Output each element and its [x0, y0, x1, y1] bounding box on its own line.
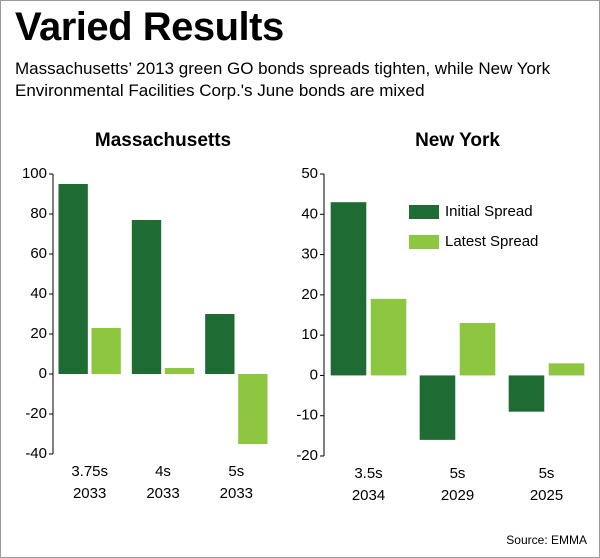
y-tick-label: 100 — [22, 165, 47, 182]
y-tick-label: 60 — [30, 245, 47, 262]
x-tick-line: 2025 — [530, 487, 563, 504]
x-tick-label: 5s 2033 — [220, 463, 253, 502]
legend-label: Latest Spread — [445, 233, 538, 250]
bar — [58, 184, 88, 374]
bar — [508, 375, 545, 412]
y-tick-label: 0 — [310, 366, 318, 383]
bar — [370, 298, 407, 376]
x-tick-line: 5s — [450, 465, 466, 482]
bar — [131, 220, 162, 374]
y-tick-label: 30 — [301, 246, 318, 263]
x-tick-line: 4s — [155, 463, 171, 480]
y-tick-label: -10 — [296, 407, 318, 424]
y-tick-label: -40 — [25, 445, 47, 462]
chart-title: New York — [415, 130, 500, 151]
x-tick-label: 4s 2033 — [146, 463, 179, 502]
x-tick-line: 2029 — [441, 487, 474, 504]
bar — [164, 368, 195, 374]
subtitle: Massachusetts’ 2013 green GO bonds sprea… — [15, 59, 551, 100]
y-tick-label: 50 — [301, 165, 318, 182]
y-tick-label: 40 — [301, 205, 318, 222]
x-tick-line: 2033 — [220, 485, 253, 502]
x-tick-line: 2033 — [73, 485, 106, 502]
x-tick-line: 5s — [539, 465, 555, 482]
bar — [459, 323, 496, 376]
x-tick-line: 2034 — [352, 487, 385, 504]
y-tick-label: -20 — [25, 405, 47, 422]
title: Varied Results — [15, 5, 284, 49]
x-tick-line: 3.5s — [354, 465, 382, 482]
bar — [548, 363, 585, 376]
x-tick-label: 5s 2029 — [441, 465, 474, 504]
x-tick-line: 3.75s — [71, 463, 108, 480]
bar — [419, 375, 456, 440]
y-tick-label: 20 — [301, 286, 318, 303]
y-tick-label: 40 — [30, 285, 47, 302]
bar — [91, 328, 121, 374]
x-tick-line: 5s — [228, 463, 244, 480]
y-tick-label: 0 — [39, 365, 47, 382]
source: Source: EMMA — [506, 533, 587, 547]
x-tick-line: 2033 — [146, 485, 179, 502]
bar — [330, 202, 367, 376]
bar — [205, 314, 235, 374]
x-tick-label: 5s 2025 — [530, 465, 563, 504]
y-tick-label: 20 — [30, 325, 47, 342]
y-tick-label: -20 — [296, 447, 318, 464]
chart-title: Massachusetts — [95, 130, 231, 151]
x-tick-label: 3.75s 2033 — [71, 463, 108, 502]
legend-swatch — [409, 235, 439, 249]
legend-swatch — [409, 205, 439, 219]
y-tick-label: 10 — [301, 326, 318, 343]
y-tick-label: 80 — [30, 205, 47, 222]
legend-label: Initial Spread — [445, 203, 533, 220]
bar — [238, 374, 268, 444]
x-tick-label: 3.5s 2034 — [352, 465, 385, 504]
